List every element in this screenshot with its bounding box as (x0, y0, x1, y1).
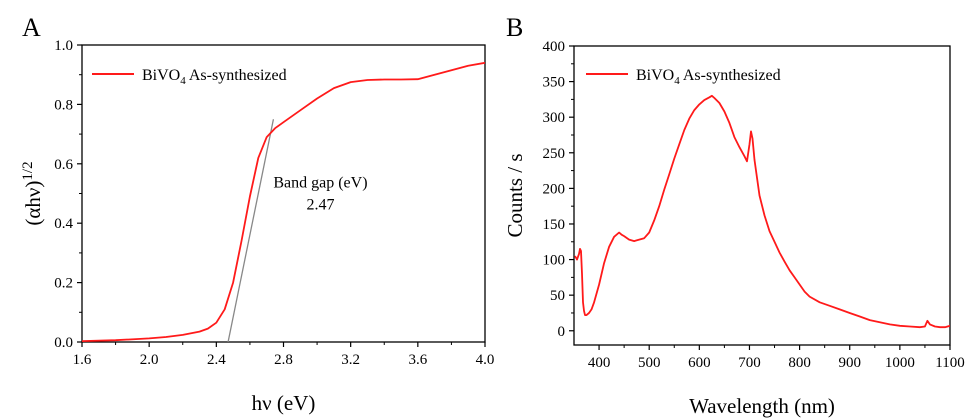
x-tick-label: 3.6 (408, 352, 427, 368)
x-tick-label: 3.2 (341, 352, 360, 368)
x-tick-label: 900 (838, 355, 861, 371)
legend: BiVO4 As-synthesized (92, 67, 287, 87)
y-tick-label: 1.0 (54, 38, 73, 54)
series-line (574, 94, 950, 329)
y-tick-label: 200 (543, 181, 566, 197)
y-axis-title: Counts / s (503, 153, 527, 237)
chart-panel-b: B 400 500 600 700 800 900 1000 1100 0 50 100 150 200 2… (503, 13, 965, 418)
y-axis-title: (αhν)1/2 (20, 161, 45, 225)
x-tick-label: 600 (688, 355, 711, 371)
series-line (82, 61, 485, 342)
x-tick-label: 1100 (935, 355, 964, 371)
tangent-line (227, 119, 275, 342)
y-tick-label: 250 (543, 146, 566, 162)
legend: BiVO4 As-synthesized (586, 67, 781, 87)
y-tick-label: 0 (558, 324, 566, 340)
legend-label: BiVO4 As-synthesized (636, 67, 781, 87)
y-tick-label: 350 (543, 75, 566, 91)
x-axis-title: hν (eV) (252, 391, 316, 415)
x-tick-label: 2.8 (274, 352, 293, 368)
x-tick-label: 500 (638, 355, 661, 371)
x-axis-title: Wavelength (nm) (689, 394, 835, 418)
band-gap-label: Band gap (eV) (273, 175, 367, 192)
x-tick-label: 1.6 (73, 352, 92, 368)
band-gap-value: 2.47 (306, 197, 334, 214)
y-tick-label: 50 (550, 288, 565, 304)
y-tick-label: 0.4 (54, 216, 73, 232)
panel-label: A (22, 13, 41, 42)
plot-frame (81, 44, 486, 343)
x-tick-label: 4.0 (476, 352, 495, 368)
plot-frame (573, 45, 951, 346)
y-tick-label: 0.6 (54, 157, 73, 173)
legend-label: BiVO4 As-synthesized (142, 67, 287, 87)
panel-label: B (506, 13, 523, 42)
chart-panel-a: A 1.6 2.0 2.4 2.8 3.2 3.6 4.0 0.0 0.2 0.4 0.6 0.8 1.0… (20, 13, 494, 415)
x-tick-label: 700 (738, 355, 761, 371)
x-tick-label: 400 (588, 355, 611, 371)
y-tick-label: 150 (543, 217, 566, 233)
y-tick-label: 400 (543, 39, 566, 55)
x-tick-label: 800 (788, 355, 811, 371)
x-tick-label: 2.4 (207, 352, 226, 368)
y-tick-label: 100 (543, 253, 566, 269)
y-tick-label: 0.2 (54, 276, 73, 292)
x-tick-label: 1000 (885, 355, 915, 371)
y-tick-label: 300 (543, 110, 566, 126)
y-tick-label: 0.8 (54, 97, 73, 113)
y-tick-label: 0.0 (54, 335, 73, 351)
x-tick-label: 2.0 (140, 352, 159, 368)
